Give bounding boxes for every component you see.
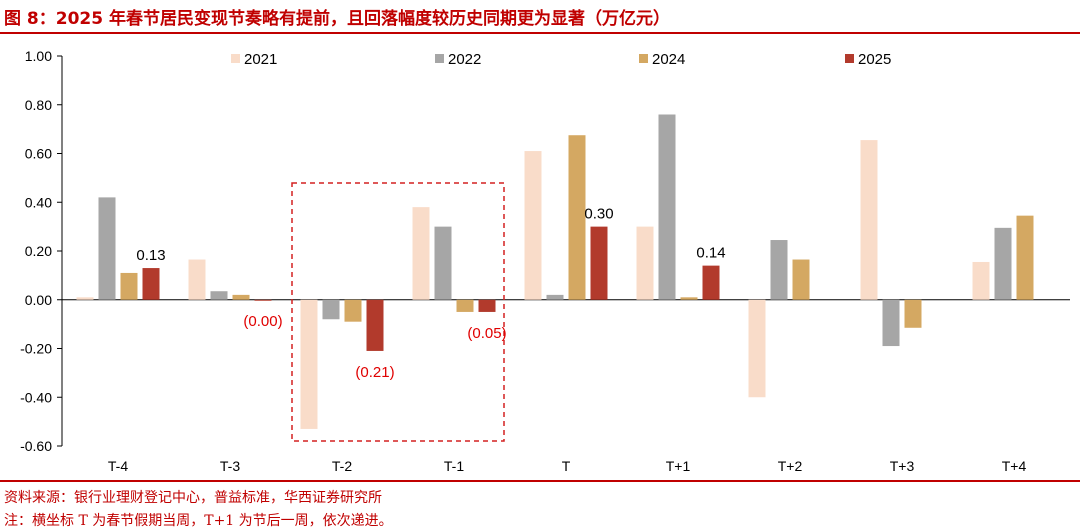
bar-2025-T-2 (366, 299, 384, 351)
bar-2021-Tplus4 (972, 261, 990, 300)
bar-2021-Tplus2 (748, 299, 766, 398)
chart-title: 图 8：2025 年春节居民变现节奏略有提前，且回落幅度较历史同期更为显著（万亿… (4, 9, 670, 29)
data-label: 0.30 (584, 206, 613, 223)
data-label: (0.00) (243, 313, 282, 330)
legend-label: 2022 (448, 51, 481, 68)
x-tick-label: T-2 (332, 458, 352, 474)
legend-label: 2021 (244, 51, 277, 68)
y-tick-label: -0.20 (20, 341, 52, 357)
y-tick-label: 0.80 (25, 97, 52, 113)
y-tick-label: 0.20 (25, 243, 52, 259)
bar-2025-T-3 (254, 299, 272, 301)
bar-2022-Tplus2 (770, 240, 788, 300)
bar-2024-T-2 (344, 299, 362, 322)
bar-2024-T-1 (456, 299, 474, 312)
bar-2021-T (524, 151, 542, 300)
bar-2025-T-4 (142, 268, 160, 300)
bar-2024-Tplus1 (680, 297, 698, 300)
legend-swatch-2025 (845, 54, 854, 63)
bar-2025-T (590, 226, 608, 300)
bar-2024-T (568, 135, 586, 300)
bar-2022-T-2 (322, 299, 340, 320)
bar-2025-T-1 (478, 299, 496, 312)
bar-2024-Tplus2 (792, 259, 810, 300)
bar-2025-Tplus1 (702, 265, 720, 300)
bar-2022-T (546, 294, 564, 300)
footnote: 注：横坐标 T 为春节假期当周，T+1 为节后一周，依次递进。 (4, 513, 393, 529)
bar-2022-T-1 (434, 226, 452, 300)
bar-2021-T-4 (76, 297, 94, 300)
bar-2024-Tplus3 (904, 299, 922, 328)
bar-2021-T-3 (188, 259, 206, 300)
legend-label: 2025 (858, 51, 891, 68)
bar-2021-T-2 (300, 299, 318, 429)
x-tick-label: T-1 (444, 458, 464, 474)
y-tick-label: -0.60 (20, 438, 52, 454)
bar-2021-T-1 (412, 207, 430, 300)
bar-2024-T-4 (120, 272, 138, 300)
data-label: (0.21) (355, 364, 394, 381)
bar-2022-T-3 (210, 291, 228, 300)
source-note: 资料来源：银行业理财登记中心，普益标准，华西证券研究所 (4, 490, 382, 506)
legend-swatch-2022 (435, 54, 444, 63)
title-rule (0, 32, 1080, 34)
bar-2022-Tplus1 (658, 114, 676, 300)
data-label: 0.14 (696, 245, 725, 262)
bar-2022-Tplus3 (882, 299, 900, 347)
highlight-box (291, 182, 505, 442)
x-tick-label: T+1 (666, 458, 691, 474)
legend-swatch-2021 (231, 54, 240, 63)
x-tick-label: T+4 (1002, 458, 1027, 474)
data-label: (0.05) (467, 325, 506, 342)
bar-2021-Tplus1 (636, 226, 654, 300)
bar-2024-T-3 (232, 294, 250, 300)
y-tick-label: 1.00 (25, 48, 52, 64)
x-tick-label: T-4 (108, 458, 128, 474)
x-tick-label: T+3 (890, 458, 915, 474)
bar-2022-T-4 (98, 197, 116, 300)
x-tick-label: T (562, 458, 571, 474)
x-tick-label: T-3 (220, 458, 240, 474)
y-tick-label: 0.60 (25, 146, 52, 162)
data-label: 0.13 (136, 247, 165, 264)
legend-swatch-2024 (639, 54, 648, 63)
bar-2024-Tplus4 (1016, 215, 1034, 300)
bar-2021-Tplus3 (860, 140, 878, 300)
x-tick-label: T+2 (778, 458, 803, 474)
y-tick-label: 0.40 (25, 194, 52, 210)
y-tick-label: 0.00 (25, 292, 52, 308)
y-tick-label: -0.40 (20, 389, 52, 405)
bar-2022-Tplus4 (994, 227, 1012, 300)
footer-rule (0, 480, 1080, 482)
legend-label: 2024 (652, 51, 685, 68)
